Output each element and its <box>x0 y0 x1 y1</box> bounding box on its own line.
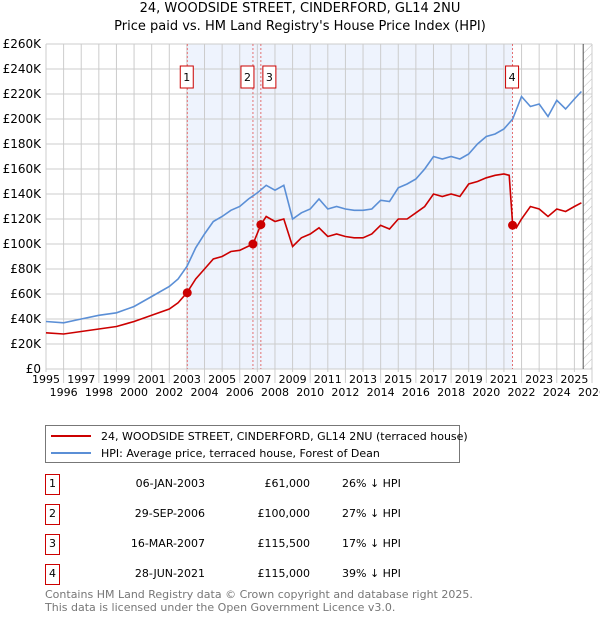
legend-swatch-blue <box>51 452 91 454</box>
x-tick-label: 2013 <box>349 373 377 386</box>
x-tick-label: 2024 <box>543 386 571 399</box>
sale-row: 1 06-JAN-2003 £61,000 26% ↓ HPI <box>45 474 465 495</box>
y-tick-label: £100K <box>3 237 43 251</box>
future-hatch <box>583 44 592 369</box>
sale-row: 4 28-JUN-2021 £115,000 39% ↓ HPI <box>45 564 465 585</box>
x-tick-label: 2012 <box>331 386 359 399</box>
sale-label: 3 <box>266 71 273 84</box>
sale-point <box>256 220 266 230</box>
x-tick-label: 2016 <box>402 386 430 399</box>
y-tick-label: £160K <box>3 162 43 176</box>
sale-label: 2 <box>244 71 251 84</box>
legend-label: HPI: Average price, terraced house, Fore… <box>101 446 380 460</box>
x-tick-label: 1996 <box>50 386 78 399</box>
x-tick-label: 2025 <box>560 373 588 386</box>
y-tick-label: £20K <box>10 337 42 351</box>
sale-price: £100,000 <box>257 507 311 520</box>
x-tick-label: 2005 <box>208 373 236 386</box>
sale-point <box>248 239 258 249</box>
sale-number: 2 <box>45 504 60 525</box>
sale-date: 29-SEP-2006 <box>134 507 205 520</box>
x-tick-label: 2010 <box>296 386 324 399</box>
sale-hpi-diff: 26% ↓ HPI <box>342 477 401 490</box>
x-tick-label: 1997 <box>67 373 95 386</box>
sale-hpi-diff: 39% ↓ HPI <box>342 567 401 580</box>
x-tick-label: 2008 <box>261 386 289 399</box>
sale-row: 2 29-SEP-2006 £100,000 27% ↓ HPI <box>45 504 465 525</box>
x-tick-label: 2004 <box>191 386 219 399</box>
legend-swatch-red <box>51 435 91 437</box>
sale-point <box>182 288 192 298</box>
sale-hpi-diff: 27% ↓ HPI <box>342 507 401 520</box>
sale-point <box>508 220 518 230</box>
x-tick-label: 2020 <box>472 386 500 399</box>
sale-number: 3 <box>45 534 60 555</box>
x-tick-label: 2000 <box>120 386 148 399</box>
y-tick-label: £0 <box>26 362 41 376</box>
x-tick-label: 2003 <box>173 373 201 386</box>
y-tick-label: £240K <box>3 62 43 76</box>
x-tick-label: 2009 <box>279 373 307 386</box>
x-tick-label: 2022 <box>508 386 536 399</box>
sale-label: 1 <box>183 71 190 84</box>
sale-label-box <box>240 65 255 89</box>
legend-label: 24, WOODSIDE STREET, CINDERFORD, GL14 2N… <box>101 429 468 443</box>
legend-item-property: 24, WOODSIDE STREET, CINDERFORD, GL14 2N… <box>51 428 468 444</box>
legend-item-hpi: HPI: Average price, terraced house, Fore… <box>51 445 380 461</box>
x-tick-label: 2015 <box>384 373 412 386</box>
x-tick-label: 2023 <box>525 373 553 386</box>
x-tick-label: 2018 <box>437 386 465 399</box>
sale-number: 4 <box>45 564 60 585</box>
y-tick-label: £60K <box>10 287 42 301</box>
x-tick-label: 1995 <box>32 373 60 386</box>
sale-label-box <box>505 65 520 89</box>
y-tick-label: £180K <box>3 137 43 151</box>
sale-label-box <box>179 65 194 89</box>
x-tick-label: 2001 <box>138 373 166 386</box>
y-tick-label: £40K <box>10 312 42 326</box>
sale-date: 28-JUN-2021 <box>134 567 205 580</box>
y-tick-label: £220K <box>3 87 43 101</box>
ownership-shade <box>187 44 513 369</box>
x-tick-label: 2021 <box>490 373 518 386</box>
series-line <box>45 90 582 324</box>
x-tick-label: 2011 <box>314 373 342 386</box>
y-tick-label: £200K <box>3 112 43 126</box>
y-tick-label: £140K <box>3 187 43 201</box>
sale-price: £115,500 <box>257 537 311 550</box>
footer-line1: Contains HM Land Registry data © Crown c… <box>45 588 473 601</box>
sale-row: 3 16-MAR-2007 £115,500 17% ↓ HPI <box>45 534 465 555</box>
sale-date: 16-MAR-2007 <box>130 537 205 550</box>
sale-hpi-diff: 17% ↓ HPI <box>342 537 401 550</box>
x-tick-label: 1998 <box>85 386 113 399</box>
x-tick-label: 2017 <box>419 373 447 386</box>
sale-date: 06-JAN-2003 <box>135 477 205 490</box>
price-chart: £0 £20K £40K £60K £80K £100K £120K £140K £160K £1… <box>3 37 600 399</box>
x-tick-label: 1999 <box>102 373 130 386</box>
x-tick-label: 2019 <box>455 373 483 386</box>
sale-price: £115,000 <box>257 567 311 580</box>
x-tick-label: 2026 <box>578 386 600 399</box>
footer: Contains HM Land Registry data © Crown c… <box>45 588 473 614</box>
footer-line2: This data is licensed under the Open Gov… <box>45 601 396 614</box>
x-tick-label: 2007 <box>243 373 271 386</box>
sale-label-box <box>262 65 277 89</box>
chart-subtitle: Price paid vs. HM Land Registry's House … <box>114 19 486 34</box>
series-line <box>45 173 582 335</box>
x-tick-label: 2002 <box>155 386 183 399</box>
x-tick-label: 2006 <box>226 386 254 399</box>
sale-number: 1 <box>45 474 60 495</box>
sale-price: £61,000 <box>264 477 311 490</box>
sale-label: 4 <box>509 71 516 84</box>
y-tick-label: £260K <box>3 37 43 51</box>
x-tick-label: 2014 <box>367 386 395 399</box>
y-tick-label: £120K <box>3 212 43 226</box>
y-tick-label: £80K <box>10 262 42 276</box>
legend: 24, WOODSIDE STREET, CINDERFORD, GL14 2N… <box>45 425 468 463</box>
chart-title: 24, WOODSIDE STREET, CINDERFORD, GL14 2N… <box>139 1 461 16</box>
